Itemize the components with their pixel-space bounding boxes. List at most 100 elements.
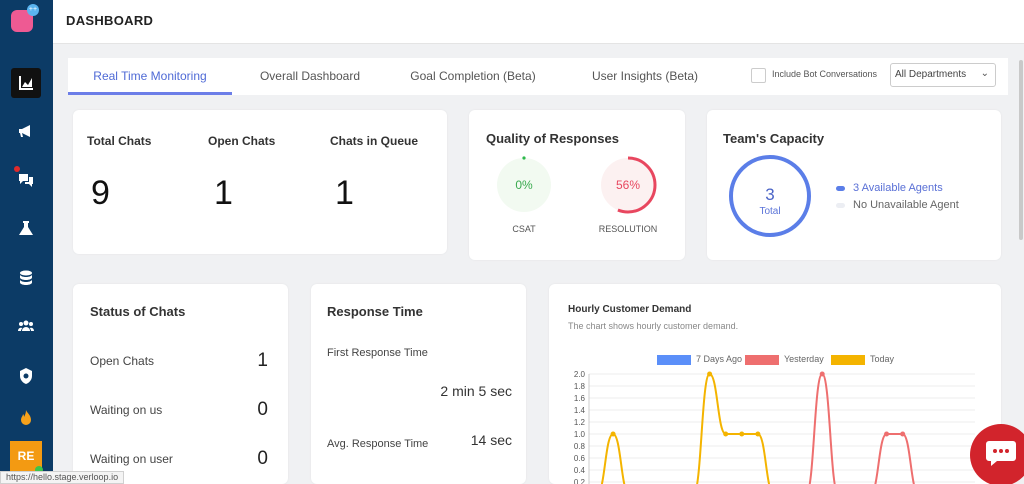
- y-tick-label: 1.6: [574, 394, 586, 403]
- total-chats-value: 9: [91, 174, 110, 212]
- quality-title: Quality of Responses: [486, 131, 619, 146]
- data-point[interactable]: [819, 371, 825, 377]
- analytics-icon[interactable]: [11, 68, 41, 98]
- response-time-card: Response Time First Response Time 2 min …: [311, 284, 526, 484]
- csat-label: CSAT: [512, 224, 536, 234]
- tab-overall-dashboard[interactable]: Overall Dashboard: [259, 69, 361, 83]
- status-row-label: Waiting on us: [90, 403, 163, 417]
- status-bar-url: https://hello.stage.verloop.io: [0, 471, 125, 484]
- hourly-demand-card: Hourly Customer Demand The chart shows h…: [549, 284, 1001, 484]
- tab-goal-completion[interactable]: Goal Completion (Beta): [410, 69, 536, 83]
- logo-badge: ++: [27, 4, 39, 16]
- settings-icon[interactable]: [11, 361, 41, 391]
- resolution-label: RESOLUTION: [598, 224, 658, 234]
- resolution-ring: [599, 156, 657, 214]
- total-chats-label: Total Chats: [87, 134, 152, 148]
- legend-swatch: [657, 354, 691, 365]
- unavailable-dot: [836, 202, 845, 208]
- y-tick-label: 1.8: [574, 382, 586, 391]
- first-response-value: 2 min 5 sec: [440, 383, 512, 399]
- y-tick-label: 0.6: [574, 454, 586, 463]
- avg-response-value: 14 sec: [470, 432, 512, 448]
- y-tick-label: 1.2: [574, 418, 586, 427]
- legend-item-7-days[interactable]: 7 Days Ago: [657, 354, 742, 365]
- resolution-value: 56%: [615, 178, 641, 192]
- team-icon[interactable]: [11, 311, 41, 341]
- data-point[interactable]: [884, 431, 890, 437]
- data-point[interactable]: [900, 431, 906, 437]
- chart-subtitle: The chart shows hourly customer demand.: [568, 321, 739, 331]
- megaphone-icon[interactable]: [11, 116, 41, 146]
- quality-of-responses-card: Quality of Responses 0% CSAT 56% RESOLUT…: [469, 110, 685, 260]
- status-of-chats-card: Status of Chats Open Chats 1 Waiting on …: [73, 284, 288, 484]
- team-capacity-card: Team's Capacity 3 Total 3 Available Agen…: [707, 110, 1001, 260]
- top-bar: DASHBOARD: [53, 0, 1024, 44]
- open-chats-value: 1: [214, 174, 233, 212]
- tab-user-insights[interactable]: User Insights (Beta): [591, 69, 699, 83]
- status-row-value: 0: [257, 448, 268, 469]
- legend-item-yesterday[interactable]: Yesterday: [745, 354, 824, 365]
- csat-value: 0%: [515, 178, 533, 192]
- y-tick-label: 0.4: [574, 466, 586, 475]
- data-point[interactable]: [739, 431, 745, 437]
- tab-real-time-monitoring[interactable]: Real Time Monitoring: [68, 58, 232, 95]
- hourly-line-chart: 2.0 1.8 1.6 1.4 1.2 1.0 0.8 0.6 0.4 0.2: [574, 370, 975, 484]
- y-tick-label: 0.2: [574, 478, 586, 484]
- flask-icon[interactable]: [11, 213, 41, 243]
- y-tick-label: 0.8: [574, 442, 586, 451]
- legend-label: 7 Days Ago: [696, 354, 743, 364]
- capacity-title: Team's Capacity: [723, 131, 825, 146]
- unavailable-agents-text: No Unavailable Agent: [853, 199, 959, 211]
- status-title: Status of Chats: [90, 304, 186, 319]
- online-status-dot: [35, 466, 43, 474]
- chevron-down-icon: ⌄: [980, 68, 989, 79]
- first-response-label: First Response Time: [327, 347, 428, 359]
- app-logo[interactable]: [11, 10, 33, 32]
- page-title: DASHBOARD: [66, 13, 154, 28]
- legend-swatch: [745, 354, 779, 365]
- legend-item-today[interactable]: Today: [831, 354, 894, 365]
- y-tick-label: 2.0: [574, 370, 586, 379]
- y-tick-label: 1.0: [574, 430, 586, 439]
- department-value: All Departments: [895, 69, 967, 80]
- chats-in-queue-value: 1: [335, 174, 354, 212]
- open-chats-label: Open Chats: [208, 134, 276, 148]
- status-row-label: Open Chats: [90, 354, 155, 368]
- data-point[interactable]: [723, 431, 729, 437]
- data-point[interactable]: [610, 431, 616, 437]
- unavailable-agents-legend: No Unavailable Agent: [836, 199, 959, 211]
- include-bot-checkbox[interactable]: [751, 68, 766, 83]
- available-agents-legend: 3 Available Agents: [836, 182, 943, 194]
- scrollbar-track[interactable]: [1017, 44, 1024, 484]
- status-row-value: 0: [257, 399, 268, 420]
- chats-in-queue-label: Chats in Queue: [330, 134, 419, 148]
- notification-dot: [14, 166, 20, 172]
- capacity-total-label: Total: [759, 206, 781, 217]
- status-row-label: Waiting on user: [90, 452, 173, 466]
- department-select[interactable]: All Departments ⌄: [890, 63, 996, 87]
- data-point[interactable]: [707, 371, 713, 377]
- tab-bar: Real Time Monitoring Overall Dashboard G…: [68, 58, 1008, 95]
- database-icon[interactable]: [11, 263, 41, 293]
- chat-icon[interactable]: [11, 165, 41, 195]
- chats-summary-card: Total Chats 9 Open Chats 1 Chats in Queu…: [73, 110, 447, 254]
- capacity-ring: [729, 155, 811, 237]
- legend-swatch: [831, 354, 865, 365]
- scrollbar-thumb[interactable]: [1019, 60, 1023, 240]
- include-bot-label: Include Bot Conversations: [772, 69, 878, 79]
- legend-label: Today: [870, 354, 895, 364]
- y-tick-label: 1.4: [574, 406, 586, 415]
- available-agents-text: 3 Available Agents: [853, 182, 943, 194]
- response-time-title: Response Time: [327, 304, 423, 319]
- data-point[interactable]: [755, 431, 761, 437]
- status-row-value: 1: [257, 350, 268, 371]
- sidebar: ++ RE: [0, 0, 53, 484]
- csat-ring: [495, 156, 553, 214]
- chat-launcher-button[interactable]: [970, 424, 1024, 484]
- fire-icon[interactable]: [11, 403, 41, 433]
- available-dot: [836, 185, 845, 191]
- avg-response-label: Avg. Response Time: [327, 438, 429, 450]
- user-avatar[interactable]: RE: [10, 441, 42, 471]
- series-line: [808, 372, 915, 484]
- legend-label: Yesterday: [784, 354, 824, 364]
